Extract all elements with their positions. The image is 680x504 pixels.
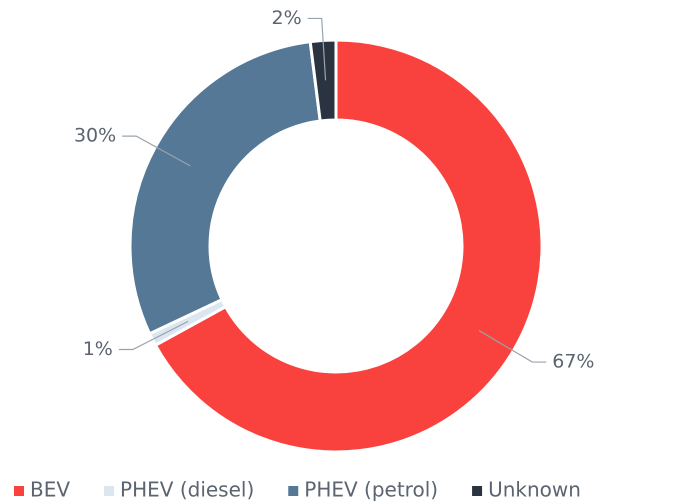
leader-line <box>478 329 547 363</box>
slice <box>128 39 322 336</box>
leader-line <box>118 320 189 351</box>
legend-label: BEV <box>30 478 70 502</box>
leader-line <box>122 135 191 167</box>
legend-label: Unknown <box>488 478 581 502</box>
data-label: 1% <box>83 338 113 360</box>
slice <box>153 38 544 454</box>
legend-swatch <box>472 486 483 496</box>
data-label: 30% <box>74 125 116 147</box>
data-label: 67% <box>552 351 594 373</box>
leader-line <box>307 17 327 81</box>
legend-swatch <box>104 486 115 496</box>
legend-swatch <box>288 486 299 496</box>
legend-label: PHEV (petrol) <box>304 478 438 502</box>
data-label: 2% <box>272 7 302 29</box>
slice <box>308 38 338 123</box>
legend-swatch <box>14 486 24 496</box>
legend-label: PHEV (diesel) <box>120 478 254 502</box>
